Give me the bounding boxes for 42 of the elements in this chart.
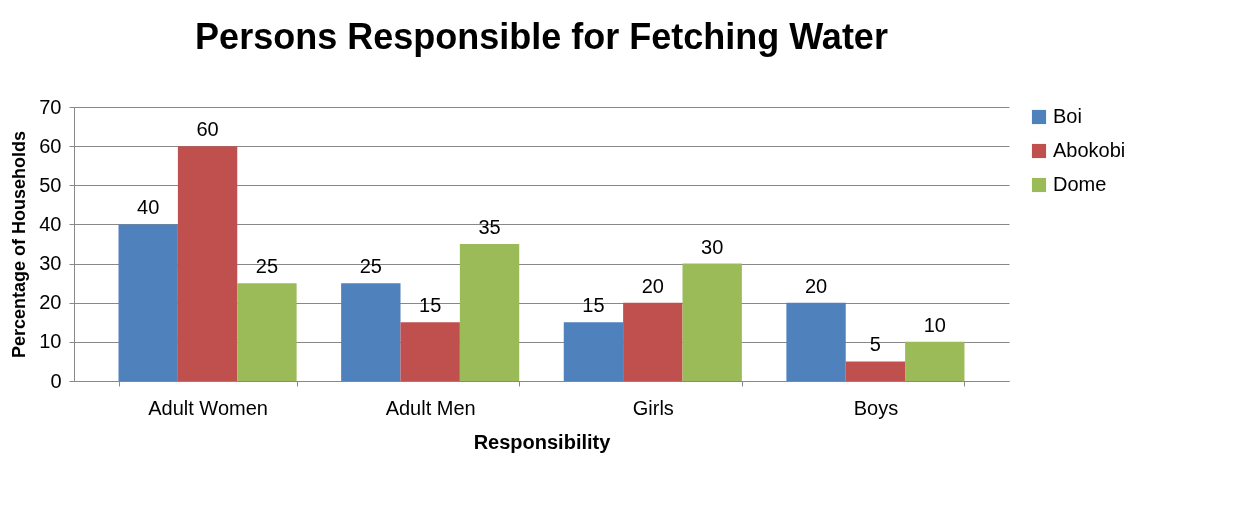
y-axis-title: Percentage of Households bbox=[9, 130, 30, 359]
x-tick-label: Girls bbox=[632, 396, 674, 419]
bar bbox=[623, 302, 683, 381]
data-label: 20 bbox=[804, 274, 828, 297]
bar bbox=[786, 302, 846, 381]
y-tick-label: 50 bbox=[39, 173, 62, 196]
y-tick-label: 40 bbox=[39, 212, 62, 235]
bar bbox=[459, 244, 520, 381]
data-label: 25 bbox=[255, 255, 279, 278]
x-tick-label: Boys bbox=[853, 396, 899, 419]
data-label: 15 bbox=[582, 294, 605, 317]
chart-title: Persons Responsible for Fetching Water bbox=[195, 16, 888, 57]
data-label: 30 bbox=[701, 235, 724, 258]
data-label: 5 bbox=[869, 333, 881, 356]
legend-label: Dome bbox=[1053, 173, 1107, 195]
y-tick-label: 60 bbox=[39, 134, 62, 157]
bar bbox=[682, 263, 742, 381]
x-tick-label: Adult Men bbox=[385, 396, 476, 419]
y-tick-label: 30 bbox=[39, 252, 62, 275]
bar bbox=[563, 322, 624, 381]
data-label: 15 bbox=[419, 294, 442, 317]
legend-label: Abokobi bbox=[1053, 139, 1126, 161]
data-label: 20 bbox=[641, 274, 664, 297]
data-label: 25 bbox=[359, 255, 382, 278]
bar bbox=[118, 224, 178, 381]
y-tick-label: 10 bbox=[39, 330, 62, 353]
data-label: 60 bbox=[196, 118, 219, 141]
y-tick-label: 70 bbox=[39, 95, 62, 118]
x-tick-label: Adult Women bbox=[148, 396, 268, 419]
bar bbox=[400, 322, 460, 381]
data-label: 40 bbox=[137, 196, 160, 219]
y-tick-label: 0 bbox=[50, 369, 62, 392]
data-label: 10 bbox=[923, 313, 946, 336]
y-tick-label: 20 bbox=[39, 291, 62, 314]
bar bbox=[177, 146, 238, 381]
bar bbox=[905, 341, 965, 381]
bar bbox=[341, 283, 401, 381]
bar bbox=[237, 283, 297, 381]
x-axis-title: Responsibility bbox=[473, 430, 612, 453]
data-label: 35 bbox=[478, 216, 501, 238]
legend-label: Boi bbox=[1053, 105, 1082, 127]
bar bbox=[845, 361, 906, 381]
